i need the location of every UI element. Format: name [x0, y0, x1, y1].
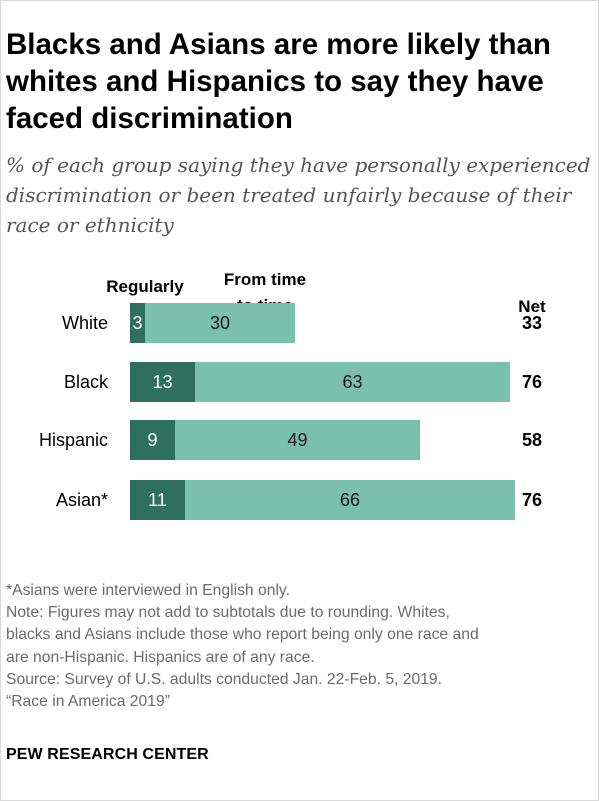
- bar-row: White 3 30 33: [62, 303, 542, 343]
- bar-row: Black 13 63 76: [64, 362, 542, 402]
- value-label-from-time-to-time: 49: [287, 430, 307, 450]
- bar-regularly: [130, 420, 175, 460]
- value-label-regularly: 3: [132, 313, 142, 333]
- value-label-from-time-to-time: 66: [340, 490, 360, 510]
- value-label-regularly: 11: [148, 490, 167, 510]
- category-label: White: [62, 313, 108, 333]
- note-line: blacks and Asians include those who repo…: [6, 626, 479, 644]
- net-header: Net: [518, 297, 546, 316]
- net-value: 33: [522, 313, 542, 333]
- category-label: Asian*: [56, 490, 108, 510]
- notes: *Asians were interviewed in English only…: [6, 580, 596, 713]
- legend-regularly: Regularly: [106, 277, 184, 296]
- bar-row: Hispanic 9 49 58: [39, 420, 542, 460]
- chart-subtitle: % of each group saying they have persona…: [6, 153, 591, 237]
- bar-from-time-to-time: [145, 303, 295, 343]
- bar-regularly: [130, 303, 145, 343]
- note-line: “Race in America 2019”: [6, 693, 170, 711]
- value-label-regularly: 9: [147, 430, 157, 450]
- source-logo-text: PEW RESEARCH CENTER: [6, 746, 209, 763]
- bar-row: Asian* 11 66 76: [56, 480, 542, 520]
- net-value: 76: [522, 372, 542, 392]
- bar-from-time-to-time: [175, 420, 420, 460]
- net-value: 58: [522, 430, 542, 450]
- note-line: Source: Survey of U.S. adults conducted …: [6, 670, 443, 688]
- value-label-from-time-to-time: 63: [342, 372, 362, 392]
- category-label: Hispanic: [39, 430, 108, 450]
- bar-from-time-to-time: [185, 480, 515, 520]
- note-line: *Asians were interviewed in English only…: [6, 582, 290, 599]
- bars: White 3 30 33 Black 13 63 76 Hispanic 9 49 58 Asian*…: [39, 303, 542, 520]
- note-line: Note: Figures may not add to subtotals d…: [6, 604, 450, 622]
- category-label: Black: [64, 372, 109, 392]
- chart-title: Blacks and Asians are more likely than w…: [6, 28, 551, 135]
- bar-from-time-to-time: [195, 362, 510, 402]
- value-label-from-time-to-time: 30: [210, 313, 230, 333]
- value-label-regularly: 13: [152, 372, 172, 392]
- bar-regularly: [130, 480, 185, 520]
- net-value: 76: [522, 490, 542, 510]
- bar-regularly: [130, 362, 195, 402]
- note-line: are non-Hispanic. Hispanics are of any r…: [6, 648, 315, 666]
- legend-from-time-to-time: From time: [224, 270, 306, 289]
